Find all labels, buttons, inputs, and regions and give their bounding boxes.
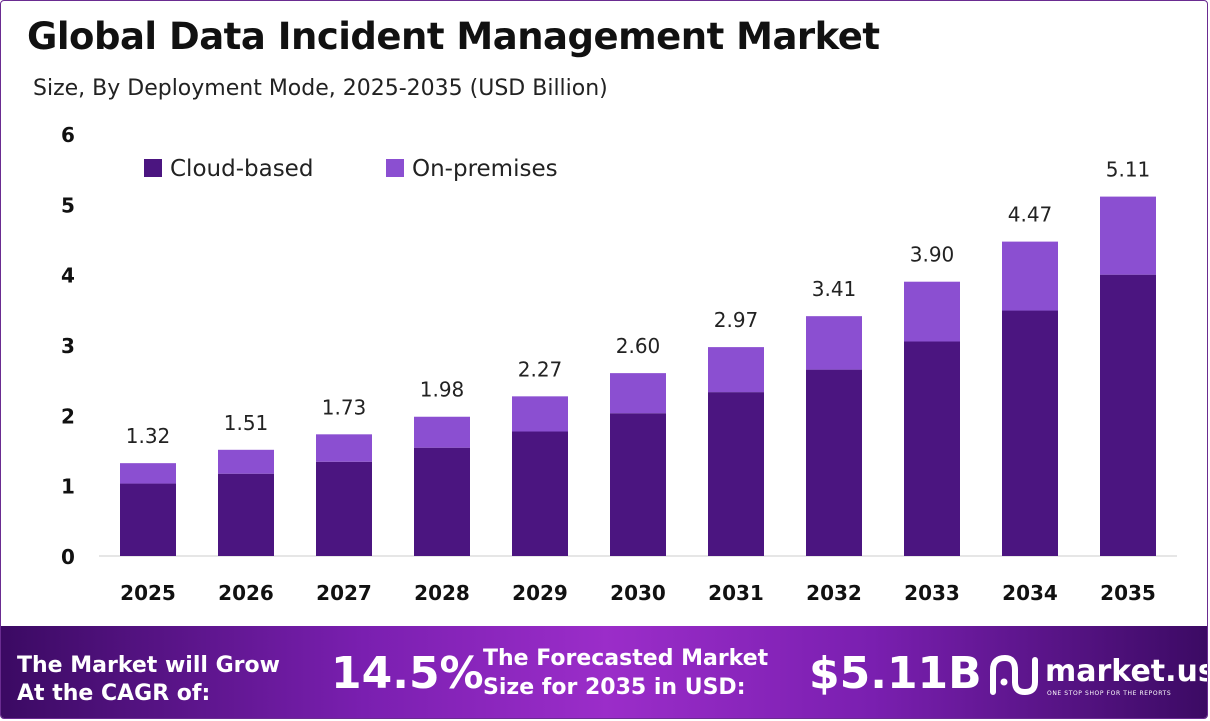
chart-title: Global Data Incident Management Market [27,15,880,58]
bar-cloud-based-2032 [806,369,862,556]
x-tick-label: 2033 [904,581,960,605]
chart-subtitle: Size, By Deployment Mode, 2025-2035 (USD… [33,76,608,101]
bar-cloud-based-2029 [512,431,568,556]
x-tick-label: 2032 [806,581,862,605]
x-tick-label: 2028 [414,581,470,605]
bar-cloud-based-2031 [708,392,764,556]
bar-on-premises-2025 [120,463,176,484]
bar-on-premises-2029 [512,396,568,432]
x-tick-label: 2035 [1100,581,1156,605]
y-tick-label: 5 [61,193,75,217]
bar-cloud-based-2028 [414,447,470,556]
data-label: 1.51 [224,411,269,435]
bar-on-premises-2027 [316,434,372,462]
y-tick-label: 4 [61,264,75,288]
bar-on-premises-2034 [1002,241,1058,311]
bar-on-premises-2031 [708,347,764,393]
cagr-label-line2: At the CAGR of: [17,681,211,706]
x-tick-label: 2026 [218,581,274,605]
data-label: 2.97 [714,308,759,332]
data-label: 2.27 [518,357,563,381]
brand-logo[interactable]: market.us ONE STOP SHOP FOR THE REPORTS [989,652,1208,702]
forecast-label-line2: Size for 2035 in USD: [483,675,746,700]
bar-cloud-based-2026 [218,473,274,556]
forecast-label-line1: The Forecasted Market [483,646,769,671]
brand-name: market.us [1045,654,1208,689]
cagr-label: The Market will Grow At the CAGR of: [17,652,280,708]
x-tick-label: 2034 [1002,581,1058,605]
bar-chart: 0 1 2 3 4 5 6 1.32 2025 1.51 2026 1.73 2027 1.98 2028 2… [61,123,1177,605]
y-tick-label: 0 [61,545,75,569]
data-label: 3.90 [910,243,955,267]
bar-on-premises-2035 [1100,196,1156,275]
bar-cloud-based-2034 [1002,310,1058,556]
brand-tagline: ONE STOP SHOP FOR THE REPORTS [1047,690,1172,697]
market-us-logo-icon [990,654,1038,696]
data-label: 5.11 [1106,158,1151,182]
data-label: 2.60 [616,334,661,358]
legend-swatch-on-premises [386,159,404,177]
data-label: 4.47 [1008,203,1053,227]
bar-cloud-based-2035 [1100,274,1156,556]
data-label: 3.41 [812,277,857,301]
legend-label-on-premises: On-premises [412,156,558,182]
y-tick-label: 3 [61,334,75,358]
bar-on-premises-2033 [904,281,960,342]
bar-cloud-based-2025 [120,483,176,556]
legend-swatch-cloud-based [144,159,162,177]
x-tick-label: 2030 [610,581,666,605]
data-label: 1.98 [420,378,465,402]
forecast-value: $5.11B [809,648,982,699]
cagr-label-line1: The Market will Grow [17,653,280,678]
bar-on-premises-2032 [806,316,862,370]
bar-cloud-based-2033 [904,341,960,556]
legend-label-cloud-based: Cloud-based [170,156,313,182]
bar-cloud-based-2030 [610,413,666,556]
cagr-value: 14.5% [331,648,484,699]
bar-cloud-based-2027 [316,461,372,556]
bar-on-premises-2028 [414,416,470,448]
x-tick-label: 2029 [512,581,568,605]
y-tick-label: 6 [61,123,75,147]
data-label: 1.32 [126,424,171,448]
y-tick-label: 1 [61,475,75,499]
forecast-label: The Forecasted Market Size for 2035 in U… [483,644,768,702]
x-tick-label: 2031 [708,581,764,605]
x-tick-label: 2027 [316,581,372,605]
bar-on-premises-2026 [218,449,274,474]
x-tick-label: 2025 [120,581,176,605]
data-label: 1.73 [322,395,367,419]
y-tick-label: 2 [61,404,75,428]
bar-on-premises-2030 [610,373,666,414]
footer-banner: The Market will Grow At the CAGR of: 14.… [1,626,1208,718]
